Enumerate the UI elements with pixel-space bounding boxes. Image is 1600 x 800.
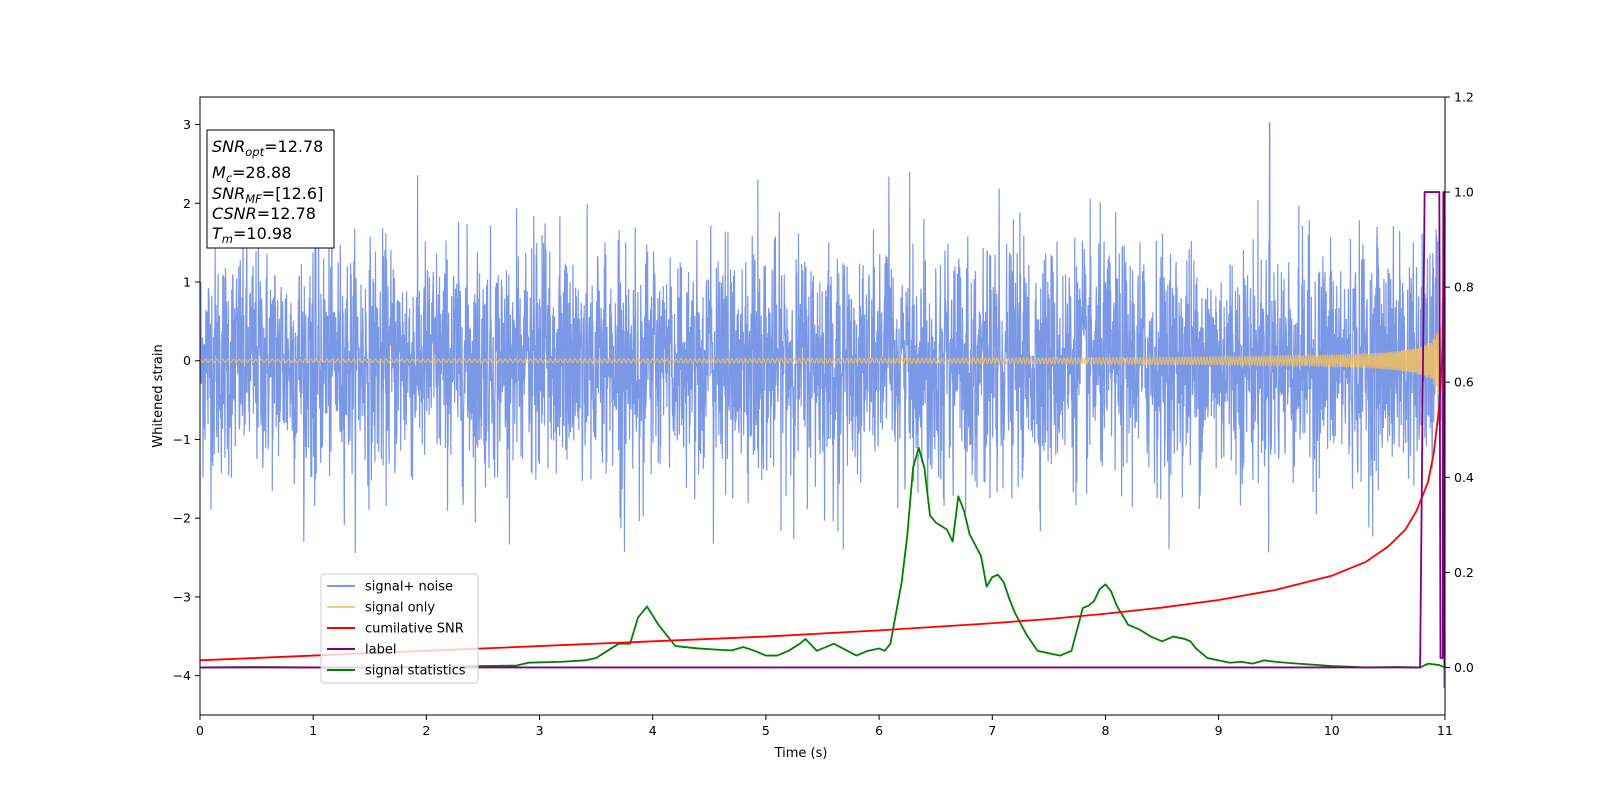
y-right-tick-label: 1.2 bbox=[1454, 90, 1474, 105]
x-axis-label: Time (s) bbox=[774, 746, 828, 761]
y-left-tick-label: 3 bbox=[183, 117, 191, 132]
x-tick-label: 3 bbox=[536, 723, 544, 738]
x-tick-label: 9 bbox=[1215, 723, 1223, 738]
series-cumulative-snr bbox=[200, 192, 1445, 662]
y-right-tick-label: 1.0 bbox=[1454, 185, 1474, 200]
info-line: CSNR=12.78 bbox=[212, 204, 316, 223]
y-axis-label: Whitened strain bbox=[151, 344, 166, 447]
legend-label-cumulative-snr: cumilative SNR bbox=[365, 622, 464, 637]
y-left-tick-label: −2 bbox=[173, 511, 191, 526]
legend-label-signal-noise: signal+ noise bbox=[365, 580, 453, 595]
series-layer bbox=[200, 122, 1445, 689]
legend-frame bbox=[320, 573, 479, 684]
y-left-tick-label: 2 bbox=[183, 196, 191, 211]
info-line: SNRopt=12.78 bbox=[212, 137, 323, 159]
x-tick-label: 6 bbox=[875, 723, 883, 738]
x-tick-label: 7 bbox=[988, 723, 996, 738]
series-signal-noise bbox=[200, 122, 1445, 689]
x-tick-label: 0 bbox=[196, 723, 204, 738]
y-left-tick-label: 0 bbox=[183, 353, 191, 368]
plot-frame bbox=[199, 96, 1446, 716]
axes-layer: 0 1 2 3 4 5 6 7 8 9 10 113210−1−2−3−41.21.00.80.60.… bbox=[173, 90, 1474, 739]
x-tick-label: 8 bbox=[1101, 723, 1109, 738]
info-line: Mc=28.88 bbox=[212, 163, 291, 185]
x-tick-label: 2 bbox=[422, 723, 430, 738]
series-signal-only bbox=[200, 302, 1445, 434]
info-line: SNRMF=[12.6] bbox=[212, 184, 323, 206]
x-tick-label: 11 bbox=[1437, 723, 1453, 738]
info-box: SNRopt=12.78 Mc=28.88SNRMF=[12.6]CSNR=12.… bbox=[206, 129, 335, 249]
info-box-frame bbox=[206, 129, 335, 249]
x-tick-label: 10 bbox=[1324, 723, 1340, 738]
x-tick-label: 4 bbox=[649, 723, 657, 738]
legend-label-signal-only: signal only bbox=[365, 601, 435, 616]
y-left-tick-label: −3 bbox=[173, 589, 191, 604]
x-tick-label: 5 bbox=[762, 723, 770, 738]
y-right-tick-label: 0.2 bbox=[1454, 565, 1474, 580]
y-right-tick-label: 0.6 bbox=[1454, 375, 1474, 390]
y-right-tick-label: 0.8 bbox=[1454, 280, 1474, 295]
series-signal-statistics bbox=[200, 446, 1445, 669]
y-right-tick-label: 0.0 bbox=[1454, 660, 1474, 675]
y-left-tick-label: 1 bbox=[183, 275, 191, 290]
y-left-tick-label: −4 bbox=[173, 668, 191, 683]
y-left-tick-label: −1 bbox=[173, 432, 191, 447]
info-line: Tm=10.98 bbox=[212, 224, 292, 246]
y-right-tick-label: 0.4 bbox=[1454, 470, 1474, 485]
legend: signal+ noise signal only cumilative SNR la… bbox=[320, 573, 479, 684]
legend-label-label: label bbox=[365, 643, 396, 658]
series-label bbox=[200, 191, 1445, 669]
x-tick-label: 1 bbox=[309, 723, 317, 738]
legend-label-signal-statistics: signal statistics bbox=[365, 664, 466, 679]
